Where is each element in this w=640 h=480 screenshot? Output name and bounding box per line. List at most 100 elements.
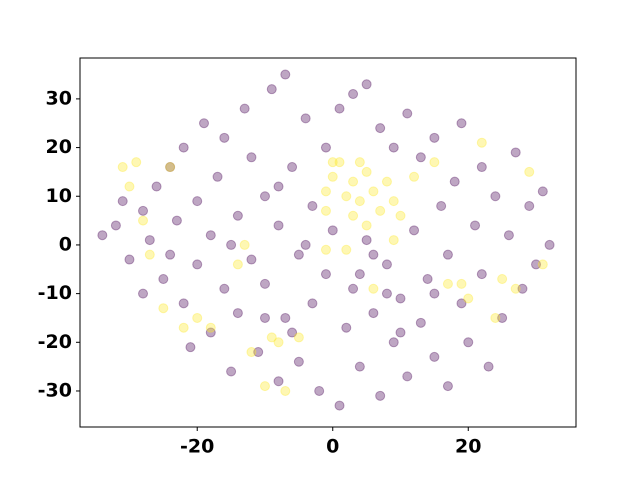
scatter-point (280, 385, 291, 396)
scatter-point (449, 176, 460, 187)
scatter-point (361, 235, 372, 246)
scatter-point (436, 200, 447, 211)
scatter-point (205, 230, 216, 241)
scatter-point (388, 337, 399, 348)
scatter-point (456, 278, 467, 289)
scatter-point (293, 356, 304, 367)
scatter-point (531, 259, 542, 270)
scatter-point (490, 191, 501, 202)
scatter-point (463, 337, 474, 348)
scatter-point (497, 312, 508, 323)
scatter-point (429, 157, 440, 168)
scatter-point (165, 162, 176, 173)
x-tick-label: 0 (326, 436, 339, 458)
scatter-point (320, 186, 331, 197)
scatter-point (144, 249, 155, 260)
scatter-point (320, 205, 331, 216)
scatter-point (293, 332, 304, 343)
scatter-point (253, 347, 264, 358)
scatter-point (456, 118, 467, 129)
scatter-point (232, 308, 243, 319)
y-tick-label: -10 (38, 282, 72, 304)
scatter-point (158, 303, 169, 314)
scatter-point (219, 283, 230, 294)
scatter-point (361, 79, 372, 90)
scatter-point (259, 278, 270, 289)
scatter-point (476, 137, 487, 148)
scatter-point (354, 157, 365, 168)
scatter-point (320, 142, 331, 153)
scatter-point (341, 244, 352, 255)
scatter-point (537, 259, 548, 270)
scatter-point (273, 181, 284, 192)
scatter-point (381, 288, 392, 299)
scatter-point (273, 337, 284, 348)
scatter-point (381, 176, 392, 187)
scatter-point (368, 186, 379, 197)
scatter-point (348, 89, 359, 100)
scatter-point (503, 230, 514, 241)
scatter-point (185, 342, 196, 353)
scatter-point (293, 249, 304, 260)
scatter-point (368, 249, 379, 260)
scatter-point (524, 200, 535, 211)
scatter-point (266, 84, 277, 95)
scatter-point (334, 103, 345, 114)
scatter-point (415, 317, 426, 328)
scatter-point (483, 361, 494, 372)
scatter-point (470, 220, 481, 231)
scatter-point (307, 298, 318, 309)
scatter-point (334, 157, 345, 168)
scatter-point (300, 239, 311, 250)
scatter-point (497, 274, 508, 285)
scatter-point (239, 103, 250, 114)
scatter-point (307, 200, 318, 211)
scatter-point (151, 181, 162, 192)
scatter-point (192, 196, 203, 207)
y-tick-label: -30 (38, 379, 72, 401)
scatter-point (226, 366, 237, 377)
scatter-point (381, 259, 392, 270)
scatter-point (320, 269, 331, 280)
scatter-point (368, 308, 379, 319)
scatter-point (388, 142, 399, 153)
scatter-point (273, 376, 284, 387)
scatter-point (388, 235, 399, 246)
scatter-point (354, 269, 365, 280)
scatter-point (192, 312, 203, 323)
scatter-point (422, 274, 433, 285)
scatter-point (280, 69, 291, 80)
scatter-point (395, 327, 406, 338)
scatter-point (476, 162, 487, 173)
scatter-point (348, 176, 359, 187)
scatter-point (232, 210, 243, 221)
scatter-point (287, 162, 298, 173)
x-tick-label: 20 (455, 436, 481, 458)
scatter-point (442, 278, 453, 289)
scatter-point (287, 327, 298, 338)
scatter-point (327, 225, 338, 236)
scatter-point (334, 400, 345, 411)
scatter-point (165, 249, 176, 260)
scatter-point (124, 254, 135, 265)
scatter-point (259, 191, 270, 202)
scatter-point (246, 152, 257, 163)
scatter-point (273, 220, 284, 231)
scatter-point (131, 157, 142, 168)
scatter-point (442, 381, 453, 392)
scatter-point (171, 215, 182, 226)
scatter-point (348, 283, 359, 294)
scatter-point (178, 142, 189, 153)
scatter-point (124, 181, 135, 192)
scatter-point (266, 332, 277, 343)
scatter-point (138, 205, 149, 216)
scatter-point (246, 254, 257, 265)
scatter-point (341, 191, 352, 202)
scatter-point (138, 215, 149, 226)
scatter-point (320, 244, 331, 255)
scatter-point (144, 235, 155, 246)
scatter-point (158, 274, 169, 285)
x-tick-label: -20 (180, 436, 214, 458)
scatter-point (178, 298, 189, 309)
